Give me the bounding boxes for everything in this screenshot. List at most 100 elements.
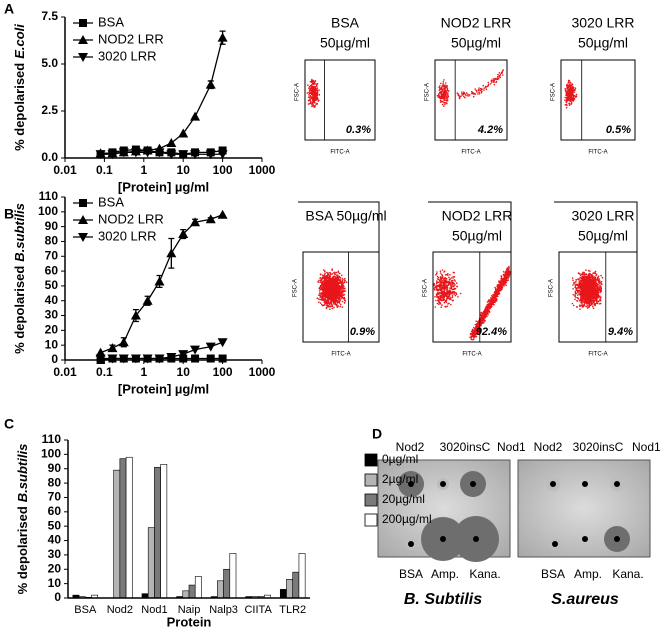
event-dot — [332, 299, 334, 301]
event-dot — [450, 283, 452, 285]
event-dot — [321, 288, 323, 290]
event-dot — [307, 92, 309, 94]
event-dot — [448, 90, 450, 92]
event-dot — [579, 308, 581, 310]
event-dot — [575, 96, 577, 98]
plate-label: BSA — [541, 567, 565, 581]
event-dot — [441, 274, 443, 276]
event-dot — [452, 283, 454, 285]
event-dot — [444, 99, 446, 101]
event-dot — [489, 311, 491, 313]
event-dot — [463, 96, 465, 98]
event-dot — [470, 338, 472, 340]
event-dot — [490, 83, 492, 85]
marker — [79, 19, 87, 27]
event-dot — [578, 272, 580, 274]
event-dot — [444, 280, 446, 282]
event-dot — [343, 288, 345, 290]
event-dot — [501, 276, 503, 278]
event-dot — [336, 272, 338, 274]
event-dot — [494, 301, 496, 303]
event-dot — [442, 287, 444, 289]
event-dot — [566, 107, 568, 109]
bar — [183, 591, 189, 598]
event-dot — [342, 281, 344, 283]
event-dot — [436, 296, 438, 298]
event-dot — [444, 96, 446, 98]
event-dot — [439, 89, 441, 91]
event-dot — [493, 80, 495, 82]
event-dot — [445, 91, 447, 93]
flow-x-label: FITC-A — [462, 352, 481, 358]
legend-label: 2µg/ml — [382, 472, 418, 486]
event-dot — [343, 285, 345, 287]
event-dot — [440, 100, 442, 102]
event-dot — [478, 89, 480, 91]
event-dot — [313, 100, 315, 102]
event-dot — [493, 304, 495, 306]
event-dot — [446, 85, 448, 87]
event-dot — [495, 288, 497, 290]
event-dot — [575, 297, 577, 299]
event-dot — [467, 94, 469, 96]
marker — [190, 346, 200, 355]
event-dot — [567, 97, 569, 99]
event-dot — [322, 292, 324, 294]
panel-label: D — [372, 426, 382, 442]
event-dot — [570, 82, 572, 84]
plate-label: Nod2 — [534, 440, 563, 454]
event-dot — [461, 91, 463, 93]
event-dot — [575, 279, 577, 281]
event-dot — [441, 288, 443, 290]
y-tick-label: 20 — [45, 323, 59, 337]
event-dot — [486, 306, 488, 308]
event-dot — [497, 285, 499, 287]
event-dot — [446, 95, 448, 97]
bar — [148, 528, 154, 598]
event-dot — [340, 282, 342, 284]
event-dot — [489, 304, 491, 306]
event-dot — [494, 298, 496, 300]
event-dot — [436, 286, 438, 288]
event-dot — [441, 276, 443, 278]
event-dot — [310, 96, 312, 98]
marker — [119, 337, 129, 346]
event-dot — [509, 273, 511, 275]
event-dot — [441, 96, 443, 98]
event-dot — [437, 303, 439, 305]
y-tick-label: 40 — [48, 533, 62, 547]
event-dot — [575, 287, 577, 289]
gate-percent: 0.3% — [346, 124, 371, 136]
event-dot — [456, 282, 458, 284]
event-dot — [316, 89, 318, 91]
event-dot — [336, 304, 338, 306]
event-dot — [453, 284, 455, 286]
event-dot — [441, 282, 443, 284]
event-dot — [448, 292, 450, 294]
event-dot — [453, 289, 455, 291]
event-dot — [318, 281, 320, 283]
event-dot — [437, 276, 439, 278]
event-dot — [339, 273, 341, 275]
plate-caption: B. Subtilis — [404, 591, 482, 608]
event-dot — [326, 287, 328, 289]
y-tick-label: 20 — [48, 561, 62, 575]
event-dot — [581, 281, 583, 283]
y-tick-label: 50 — [45, 278, 59, 292]
y-axis-label: % depolarisedE.coli — [12, 24, 27, 151]
event-dot — [486, 310, 488, 312]
bar — [120, 459, 126, 598]
x-tick-label: 1000 — [249, 365, 276, 379]
flow-x-label: FITC-A — [461, 150, 480, 156]
flow-title: 50µg/ml — [320, 35, 370, 51]
event-dot — [473, 96, 475, 98]
event-dot — [437, 278, 439, 280]
flow-title: NOD2 LRR — [442, 208, 513, 224]
event-dot — [450, 287, 452, 289]
flow-y-label: FSC-A — [423, 279, 429, 297]
event-dot — [334, 272, 336, 274]
event-dot — [574, 91, 576, 93]
event-dot — [324, 271, 326, 273]
event-dot — [451, 286, 453, 288]
event-dot — [445, 306, 447, 308]
